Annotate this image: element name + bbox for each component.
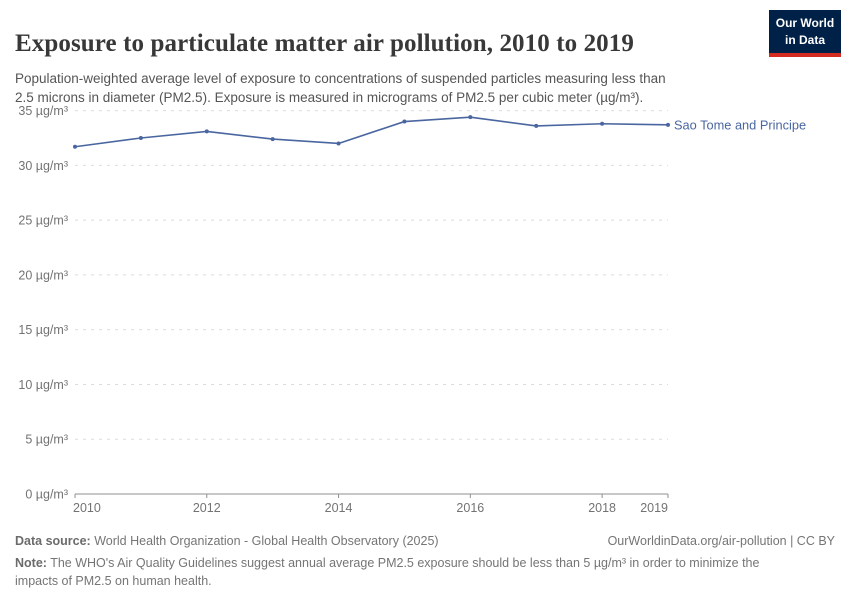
x-tick-label: 2018: [588, 501, 616, 515]
chart-subtitle: Population-weighted average level of exp…: [15, 69, 760, 107]
x-tick-label: 2014: [325, 501, 353, 515]
y-tick-label: 25 µg/m³: [18, 214, 68, 228]
chart-note-label: Note:: [15, 556, 47, 570]
line-chart-plot-area[interactable]: 0 µg/m³ 5 µg/m³ 10 µg/m³ 15 µg/m³ 20 µg/m³ 25…: [0, 95, 850, 525]
data-point[interactable]: [666, 122, 670, 127]
x-tick-label: 2016: [456, 501, 484, 515]
chart-subtitle-line2: 2.5 microns in diameter (PM2.5). Exposur…: [15, 89, 644, 105]
y-tick-label: 10 µg/m³: [18, 378, 68, 392]
data-point[interactable]: [138, 135, 143, 140]
data-point[interactable]: [270, 137, 275, 142]
data-point[interactable]: [73, 144, 77, 149]
chart-note-text2: impacts of PM2.5 on human health.: [15, 574, 212, 588]
y-tick-label: 5 µg/m³: [25, 433, 68, 447]
chart-note: Note: The WHO's Air Quality Guidelines s…: [15, 554, 815, 590]
data-point[interactable]: [402, 119, 407, 124]
x-tick-label: 2019: [640, 501, 668, 515]
y-tick-label: 15 µg/m³: [18, 323, 68, 337]
chart-footer: Data source: World Health Organization -…: [15, 532, 835, 590]
x-tick-label: 2010: [73, 501, 101, 515]
data-point[interactable]: [600, 121, 605, 126]
data-point[interactable]: [204, 129, 209, 134]
chart-subtitle-line1: Population-weighted average level of exp…: [15, 70, 666, 86]
y-tick-label: 35 µg/m³: [18, 104, 68, 118]
series-label[interactable]: Sao Tome and Principe: [674, 117, 806, 132]
series-line[interactable]: [74, 116, 669, 148]
owid-logo-line1: Our World: [775, 16, 835, 30]
data-point[interactable]: [336, 141, 341, 146]
chart-note-text1: The WHO's Air Quality Guidelines suggest…: [46, 556, 760, 570]
owid-logo[interactable]: Our World in Data: [769, 10, 841, 57]
owid-logo-line2: in Data: [784, 32, 825, 47]
x-tick-label: 2012: [193, 501, 221, 515]
data-source-label: Data source:: [15, 534, 91, 548]
data-point[interactable]: [468, 115, 473, 120]
chart-title: Exposure to particulate matter air pollu…: [15, 29, 634, 57]
y-tick-label: 0 µg/m³: [25, 488, 68, 502]
data-source: Data source: World Health Organization -…: [15, 532, 439, 550]
y-tick-label: 20 µg/m³: [18, 268, 68, 282]
data-point[interactable]: [534, 123, 539, 128]
owid-license-link[interactable]: OurWorldinData.org/air-pollution | CC BY: [607, 534, 835, 548]
data-source-text: World Health Organization - Global Healt…: [90, 534, 439, 548]
y-tick-label: 30 µg/m³: [18, 159, 68, 173]
